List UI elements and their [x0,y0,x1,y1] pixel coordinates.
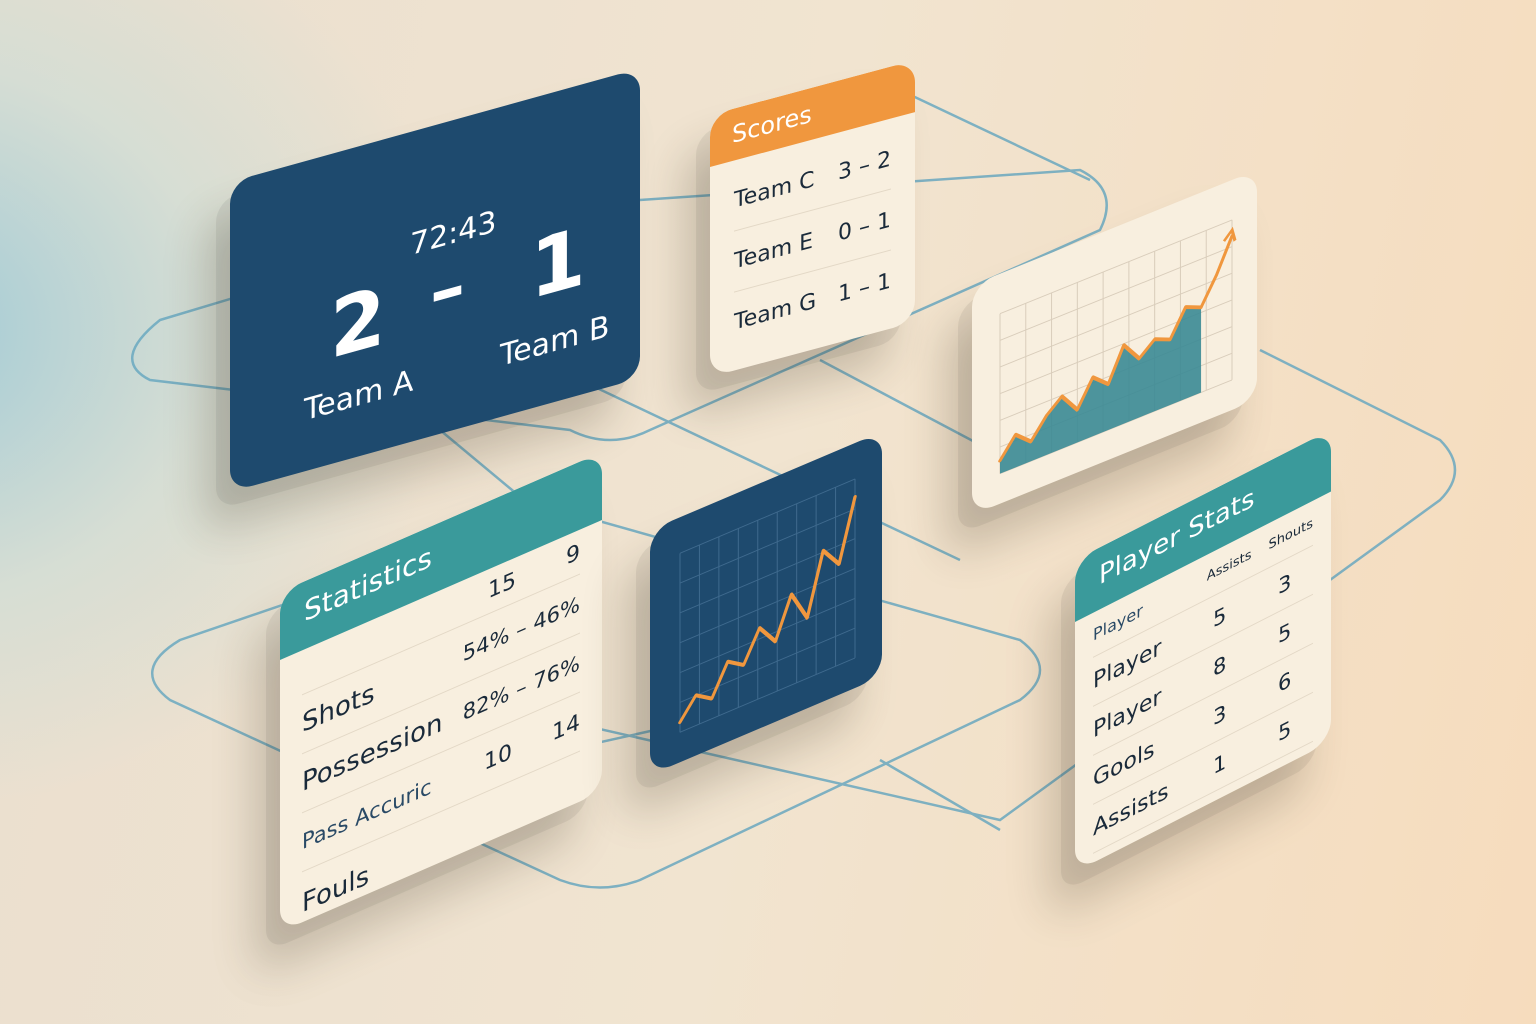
team-name: Team C [734,166,815,214]
player-stat-value: 5 [1278,715,1292,747]
stat-value: 15 [488,566,516,605]
home-team-label: Team A [304,363,414,429]
grid-line [680,538,855,614]
arrow-icon [1222,226,1237,242]
column-header: Shouts [1268,515,1313,553]
line-chart-card [650,431,882,775]
grid-line [1000,272,1232,368]
area-chart [998,219,1237,475]
series-line [678,494,857,725]
away-score: 1 [530,209,586,318]
stat-value: 9 [566,539,580,571]
score-separator: – [430,242,465,335]
grid-line [680,567,855,644]
stat-value: 10 [484,738,512,776]
grid-line [680,627,855,703]
grid-line [680,657,855,733]
player-stat-value: 6 [1278,666,1292,698]
scores-card: Scores Team C 3 – 2 Team E 0 – 1 Team G … [710,60,915,378]
grid-line [680,508,855,584]
team-score: 1 – 1 [838,268,891,308]
grid-line [680,478,855,554]
team-score: 0 – 1 [838,207,891,247]
grid-line [1000,219,1232,315]
player-stat-value: 3 [1278,568,1292,600]
home-score: 2 [330,268,386,378]
player-stat-value: 5 [1278,617,1292,649]
team-score: 3 – 2 [838,146,891,186]
away-team-label: Team B [500,308,610,375]
line-chart [678,478,857,733]
area-chart-card [972,169,1257,515]
area-fill [1000,307,1202,474]
team-name: Team G [734,288,817,336]
series-line [998,234,1234,463]
stat-value: 14 [552,709,580,747]
team-name: Team E [734,227,814,275]
grid-line [1000,246,1232,341]
